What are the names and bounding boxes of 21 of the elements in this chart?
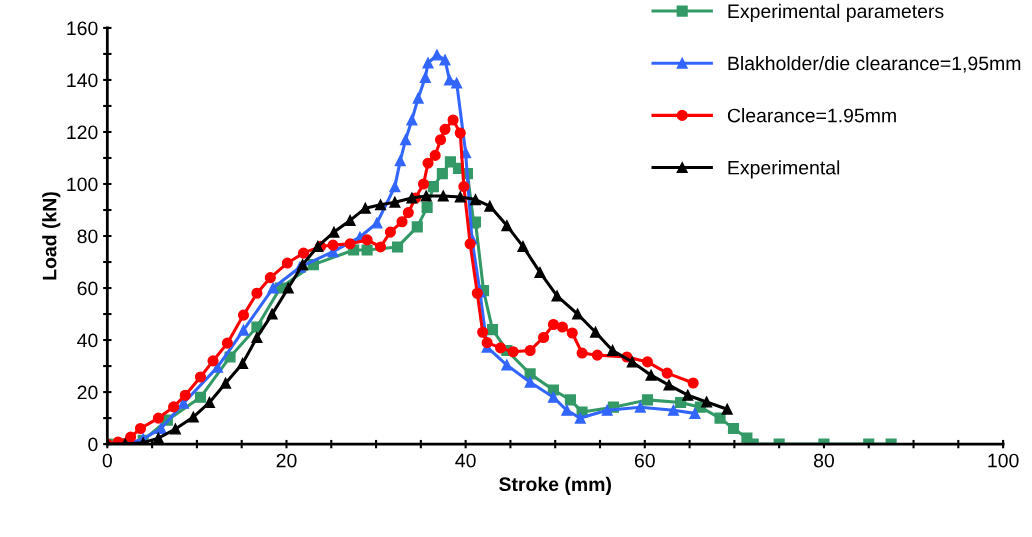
legend-label: Clearance=1.95mm — [727, 108, 896, 123]
x-axis-title: Stroke (mm) — [499, 476, 611, 495]
x-tick-label: 100 — [988, 453, 1019, 468]
y-axis-title: Load (kN) — [42, 192, 61, 280]
legend-label: Experimental — [728, 160, 840, 179]
y-tick-label: 100 — [67, 177, 98, 192]
y-tick-label: 80 — [77, 229, 98, 244]
y-tick-label: 160 — [67, 21, 98, 36]
y-tick-label: 20 — [77, 385, 98, 400]
x-tick-label: 20 — [276, 453, 297, 468]
x-tick-label: 60 — [634, 453, 655, 468]
legend-label: Blakholder/die clearance=1,95mm — [728, 55, 1021, 73]
x-tick-label: 80 — [813, 453, 834, 468]
y-tick-label: 120 — [67, 125, 98, 140]
x-tick-label: 40 — [455, 453, 476, 468]
y-tick-label: 60 — [77, 281, 98, 296]
y-tick-label: 0 — [88, 437, 98, 452]
y-tick-label: 40 — [77, 333, 98, 348]
x-tick-label: 0 — [102, 453, 112, 468]
y-tick-label: 140 — [67, 73, 98, 88]
legend-label: Experimental parameters — [728, 3, 944, 22]
